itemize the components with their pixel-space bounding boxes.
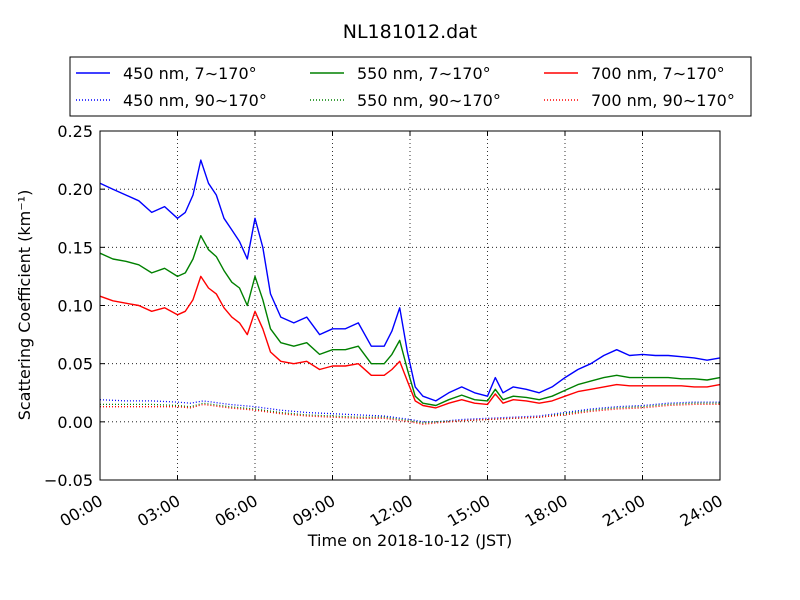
legend-label: 700 nm, 7∼170° xyxy=(591,64,725,83)
series-lines xyxy=(99,159,721,425)
chart-title: NL181012.dat xyxy=(343,21,478,43)
legend-label: 450 nm, 90∼170° xyxy=(123,91,267,110)
y-tick-label: 0.00 xyxy=(57,413,93,432)
y-axis-label: Scattering Coefficient (km⁻¹) xyxy=(15,190,34,421)
gridlines xyxy=(100,131,720,480)
series-line xyxy=(100,403,720,425)
series-line xyxy=(99,399,720,423)
x-axis-label: Time on 2018-10-12 (JST) xyxy=(307,531,512,550)
series-line xyxy=(99,234,721,407)
series-line xyxy=(99,275,721,409)
legend: 450 nm, 7∼170° 550 nm, 7∼170° 700 nm, 7∼17… xyxy=(69,56,752,117)
legend-label: 450 nm, 7∼170° xyxy=(123,64,257,83)
legend-label: 700 nm, 90∼170° xyxy=(591,91,735,110)
y-tick-label: −0.05 xyxy=(44,471,93,490)
y-tick-label: 0.15 xyxy=(57,238,93,257)
y-tick-label: 0.10 xyxy=(57,297,93,316)
y-tick-label: 0.20 xyxy=(57,180,93,199)
series-line xyxy=(99,159,721,402)
y-tick-label: 0.25 xyxy=(57,122,93,141)
legend-label: 550 nm, 7∼170° xyxy=(357,64,491,83)
series-line xyxy=(100,402,720,424)
legend-frame xyxy=(69,56,752,117)
legend-label: 550 nm, 90∼170° xyxy=(357,91,501,110)
y-tick-label: 0.05 xyxy=(57,355,93,374)
